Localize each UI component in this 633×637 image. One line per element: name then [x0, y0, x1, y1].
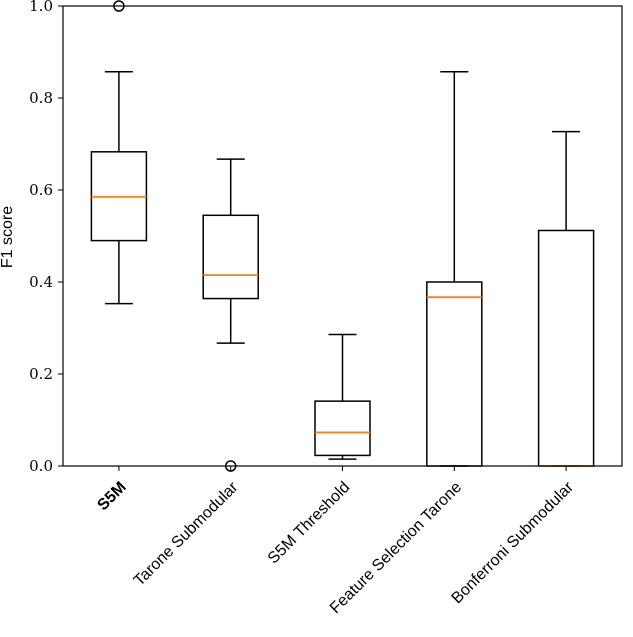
y-tick-label: 1.0 — [29, 0, 53, 15]
x-tick-label: S5M — [94, 479, 129, 514]
box-s5m-threshold — [314, 400, 371, 457]
plot-layer: 0.0 0.2 0.4 0.6 0.8 1.0 S5M Tarone Submodular S5… — [29, 0, 623, 617]
y-tick-label: 0.6 — [29, 181, 53, 199]
y-tick-label: 0.8 — [29, 89, 53, 107]
box-bonferroni-submodular — [537, 229, 595, 467]
x-tick-label: Bonferroni Submodular — [449, 478, 578, 607]
x-tick-label: Feature Selection Tarone — [327, 479, 465, 617]
box-tarone-submodular — [202, 214, 259, 300]
y-tick-label: 0.0 — [29, 457, 53, 475]
y-tick-label: 0.4 — [29, 273, 53, 291]
y-tick-label: 0.2 — [29, 365, 53, 383]
box-feature-selection-tarone — [426, 281, 483, 467]
x-tick-label: Tarone Submodular — [131, 478, 242, 589]
y-axis-label: F1 score — [0, 206, 16, 268]
x-tick-label: S5M Threshold — [265, 479, 354, 568]
